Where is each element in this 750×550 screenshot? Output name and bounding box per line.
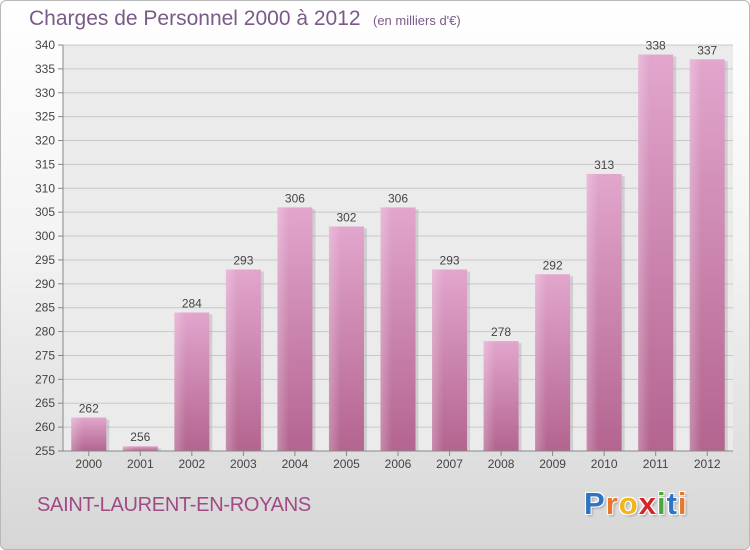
commune-name: SAINT-LAURENT-EN-ROYANS <box>37 494 311 516</box>
y-tick-label: 295 <box>35 253 55 267</box>
y-tick-label: 275 <box>35 348 55 362</box>
y-tick-label: 300 <box>35 229 55 243</box>
bar-highlight <box>638 54 650 451</box>
data-label: 293 <box>233 253 253 267</box>
logo-letter: P <box>584 486 606 521</box>
data-label: 284 <box>182 296 202 310</box>
x-tick-label: 2005 <box>333 457 360 471</box>
y-tick-label: 325 <box>35 110 55 124</box>
data-label: 293 <box>440 253 460 267</box>
y-tick-label: 335 <box>35 62 55 76</box>
proxiti-logo: Proxiti <box>584 486 688 522</box>
y-tick-label: 255 <box>35 444 55 458</box>
x-tick-label: 2009 <box>539 457 566 471</box>
y-tick-label: 260 <box>35 420 55 434</box>
x-tick-label: 2004 <box>282 457 309 471</box>
y-tick-label: 305 <box>35 205 55 219</box>
data-label: 337 <box>697 43 717 57</box>
x-tick-label: 2001 <box>127 457 154 471</box>
chart-title: Charges de Personnel 2000 à 2012 <box>29 7 361 30</box>
logo-letter: r <box>605 486 619 521</box>
data-label: 313 <box>594 158 614 172</box>
data-label: 306 <box>388 191 408 205</box>
y-tick-label: 315 <box>35 157 55 171</box>
y-tick-label: 265 <box>35 396 55 410</box>
bars: 262 256 284 293 306 302 306 293 278 292 313 338 337 <box>71 39 728 452</box>
y-tick-label: 280 <box>35 325 55 339</box>
logo-letter: i <box>656 486 667 521</box>
bar-highlight <box>174 312 187 451</box>
logo-letter: i <box>677 486 688 521</box>
x-tick-label: 2012 <box>694 457 721 471</box>
y-tick-label: 330 <box>35 86 55 100</box>
data-label: 256 <box>130 430 150 444</box>
y-tick-label: 270 <box>35 372 55 386</box>
axes: 255 260 265 270 275 280 285 290 295 300 305 310 315 3… <box>35 38 733 471</box>
bar-highlight <box>535 274 547 451</box>
bar-highlight <box>432 269 444 451</box>
y-tick-label: 340 <box>35 38 55 52</box>
logo-letter: x <box>638 486 657 521</box>
y-tick-label: 310 <box>35 181 55 195</box>
data-label: 306 <box>285 191 305 205</box>
bar-highlight <box>483 341 496 451</box>
bar-highlight <box>380 207 393 451</box>
data-label: 302 <box>336 211 356 225</box>
x-tick-label: 2010 <box>591 457 618 471</box>
chart-unit: (en milliers d'€) <box>373 13 461 28</box>
x-tick-label: 2007 <box>436 457 463 471</box>
x-tick-label: 2011 <box>643 457 669 471</box>
bar-highlight <box>71 417 83 451</box>
data-label: 262 <box>79 402 99 416</box>
y-tick-label: 285 <box>35 301 55 315</box>
bar-highlight <box>689 59 702 452</box>
x-tick-label: 2008 <box>488 457 515 471</box>
bar-highlight <box>277 207 290 451</box>
y-tick-label: 290 <box>35 277 55 291</box>
bar-highlight <box>122 446 135 451</box>
x-tick-label: 2003 <box>230 457 257 471</box>
data-label: 292 <box>543 258 563 272</box>
x-tick-label: 2002 <box>178 457 205 471</box>
data-label: 338 <box>646 39 666 53</box>
y-tick-label: 320 <box>35 134 55 148</box>
bar-highlight <box>586 173 599 451</box>
x-tick-label: 2006 <box>385 457 412 471</box>
logo-letter: t <box>666 486 678 521</box>
logo-letter: o <box>618 486 639 521</box>
bar-highlight <box>225 269 238 451</box>
bar <box>122 446 158 451</box>
x-tick-label: 2000 <box>75 457 102 471</box>
data-label: 278 <box>491 325 511 339</box>
bar-highlight <box>328 226 341 451</box>
